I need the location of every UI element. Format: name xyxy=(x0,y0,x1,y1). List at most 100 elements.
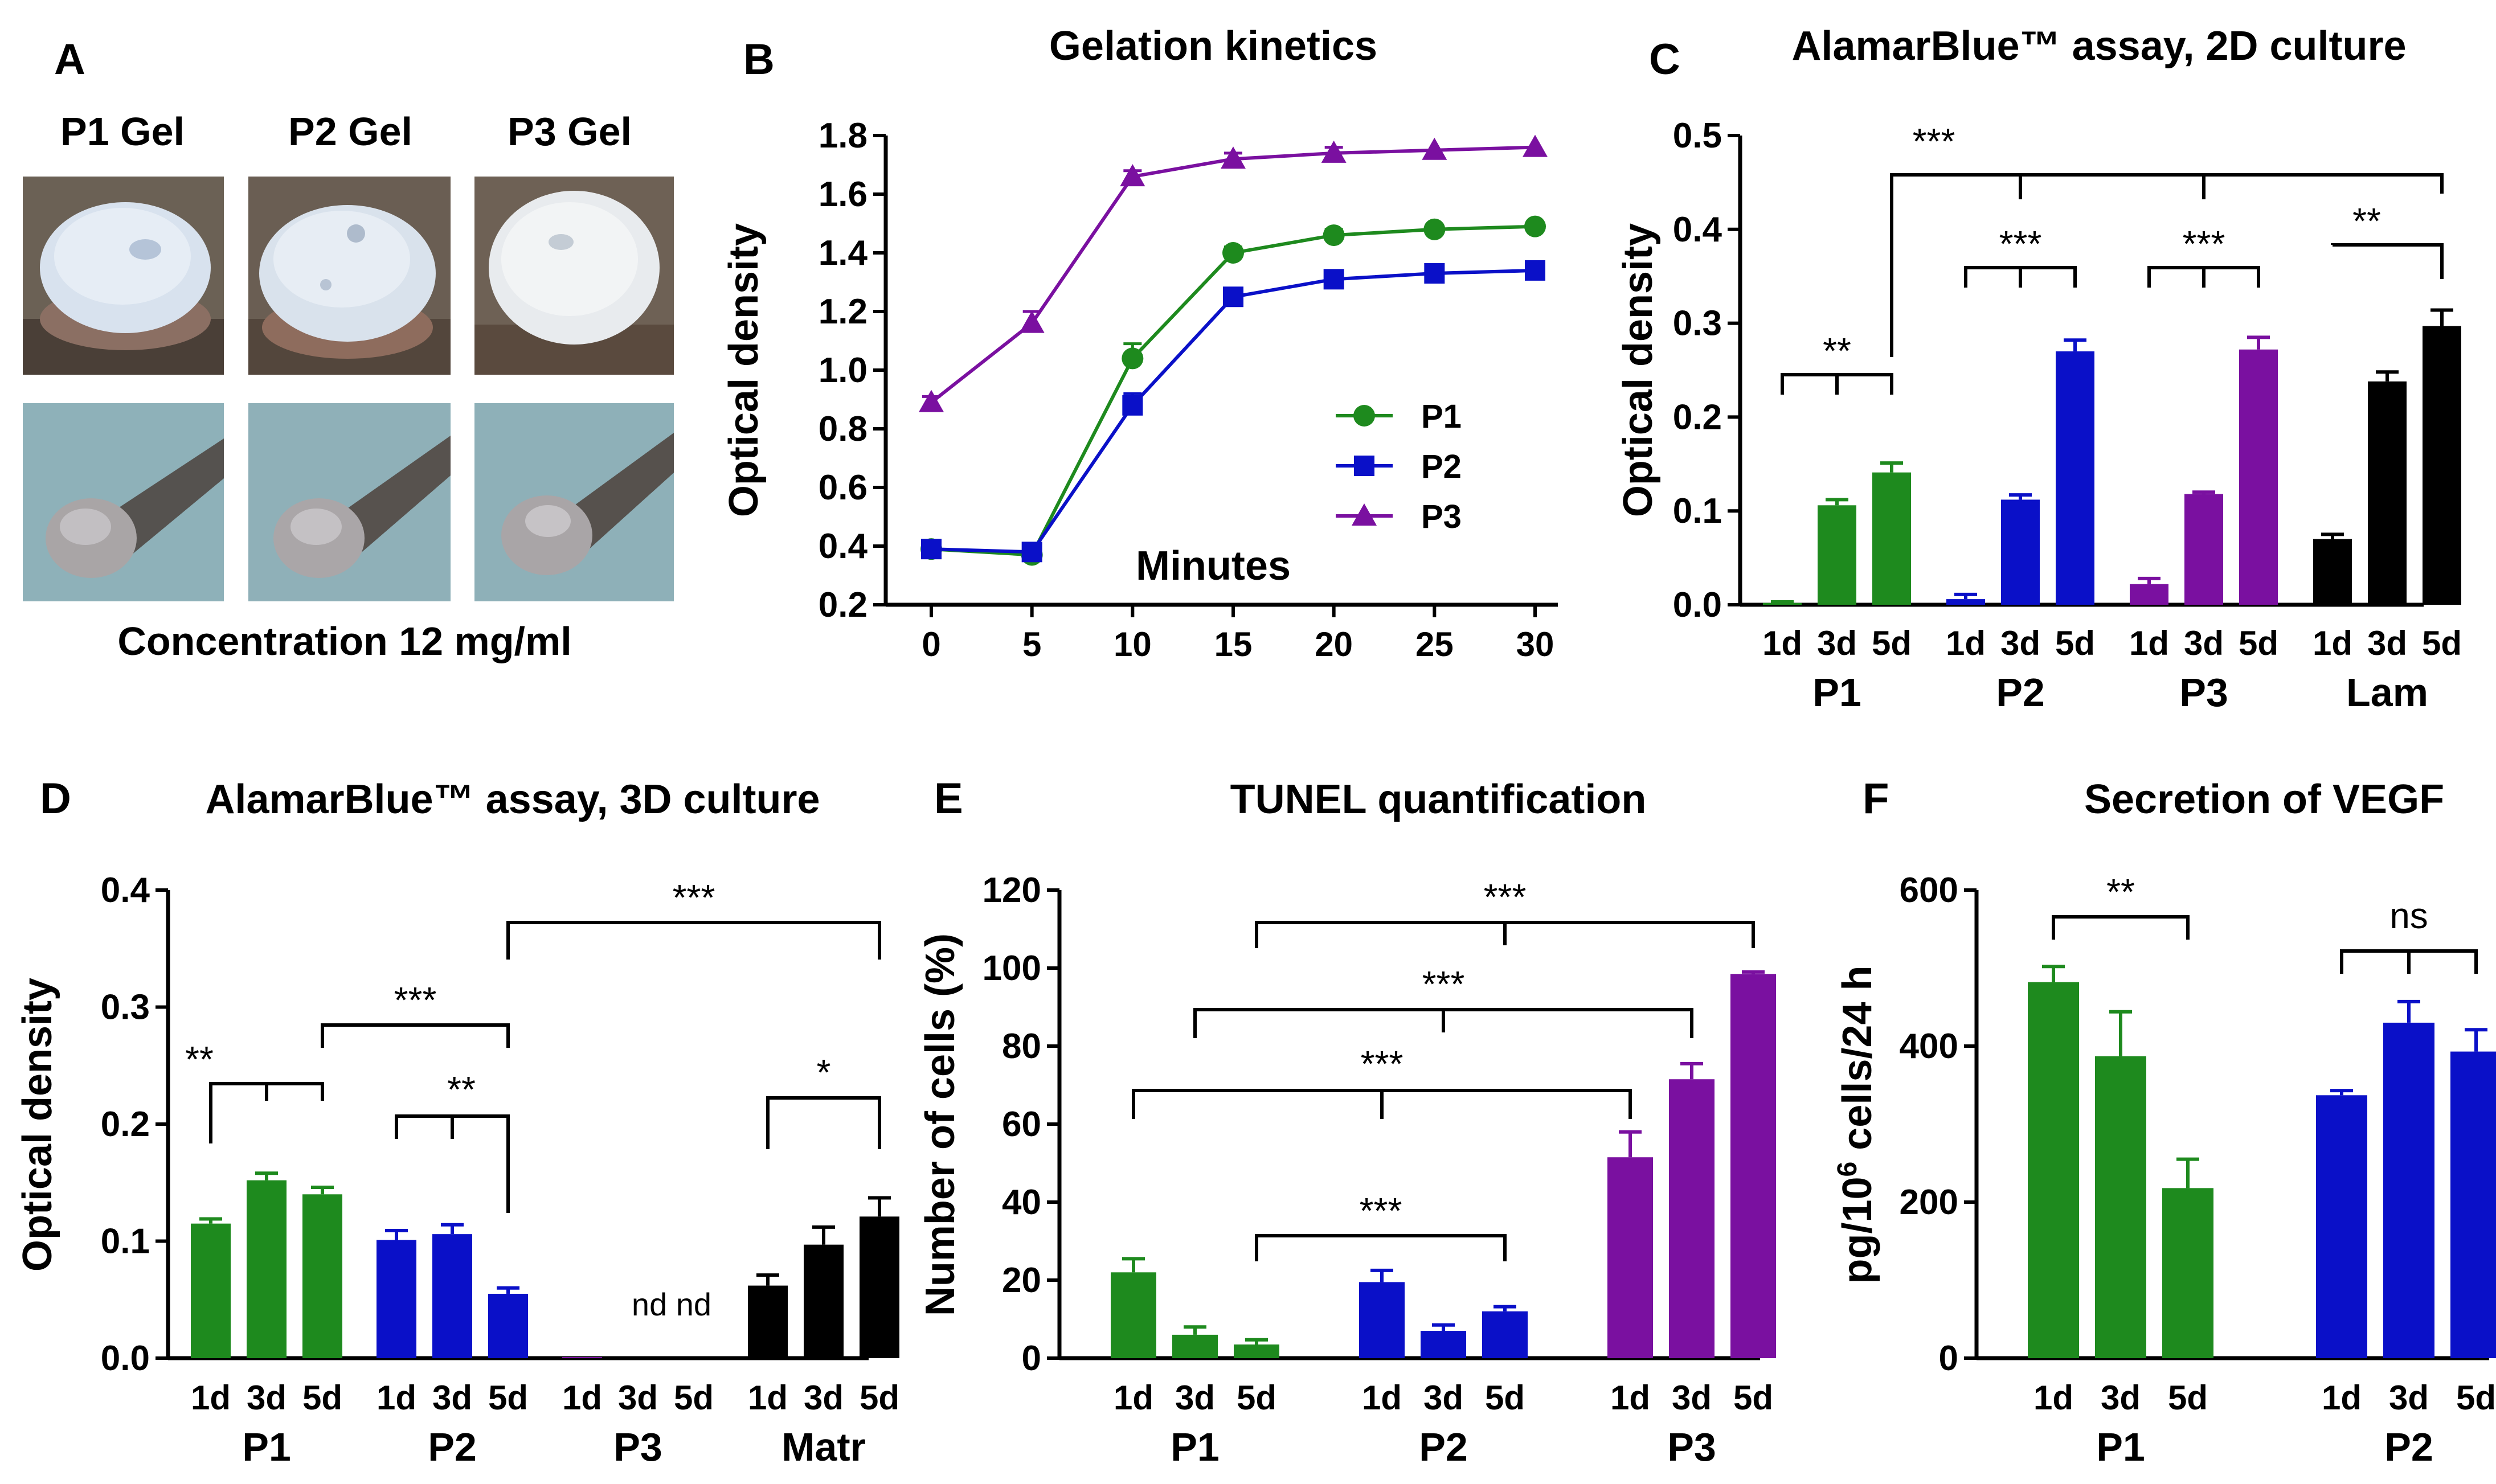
panel-c-y-tick-label: 0.5 xyxy=(1673,116,1722,155)
panel-c-group-label: P2 xyxy=(1996,670,2045,715)
panel-c-x-tick-label: 3d xyxy=(2184,624,2224,662)
panel-c-y-tick-label: 0.3 xyxy=(1673,304,1722,343)
panel-b-series-p3: P3 xyxy=(919,134,1548,535)
panel-b-point-p3 xyxy=(1221,146,1246,169)
panel-f-group-label: P1 xyxy=(2096,1425,2145,1469)
panel-e-y-tick-label: 20 xyxy=(1002,1261,1041,1300)
panel-d-bar-matr-3d xyxy=(804,1244,844,1358)
panel-e-bar-p3-5d xyxy=(1730,974,1776,1358)
panel-d-bar-p2-5d xyxy=(488,1293,528,1358)
panel-e-bar-p3-3d xyxy=(1669,1079,1715,1358)
panel-d-x-tick-label: 1d xyxy=(748,1379,788,1417)
panel-d-bar-p1-1d xyxy=(191,1223,231,1358)
panel-d-y-axis-label: Optical density xyxy=(15,978,60,1272)
panel-d-x-tick-label: 3d xyxy=(432,1379,472,1417)
panel-e-sig-3d-label: *** xyxy=(1422,964,1465,1005)
panel-d-x-tick-label: 5d xyxy=(302,1379,342,1417)
panel-e-group-label: P2 xyxy=(1419,1425,1468,1469)
panel-d-group-label: Matr xyxy=(781,1425,866,1469)
panel-b-legend-marker xyxy=(1354,456,1374,476)
panel-d-group-label: P2 xyxy=(428,1425,477,1469)
panel-d-bar-p1-3d xyxy=(247,1180,287,1358)
panel-f-y-tick-label: 0 xyxy=(1939,1339,1958,1378)
panel-a-label: A xyxy=(54,35,85,84)
panel-b-point-p3 xyxy=(919,390,944,412)
gel-concentration-caption: Concentration 12 mg/ml xyxy=(117,619,571,663)
panel-c-bar-lam-3d xyxy=(2368,381,2407,605)
panel-b-legend-marker xyxy=(1353,405,1375,427)
panel-c-bar-p1-1d xyxy=(1763,602,1802,605)
panel-b-x-tick-label: 20 xyxy=(1315,625,1353,663)
panel-b-y-tick-label: 1.8 xyxy=(819,116,868,155)
panel-f-y-tick-label: 200 xyxy=(1900,1183,1958,1222)
panel-b-x-tick-label: 10 xyxy=(1114,625,1152,663)
panel-d-bar-p2-1d xyxy=(377,1240,416,1358)
panel-d-bar-p1-5d xyxy=(302,1194,342,1358)
panel-b-point-p2 xyxy=(1525,260,1545,281)
panel-d-group-label: P3 xyxy=(613,1425,662,1469)
panel-e-x-tick-label: 5d xyxy=(1733,1379,1773,1417)
panel-f-title: Secretion of VEGF xyxy=(2084,777,2444,822)
panel-e-x-tick-label: 3d xyxy=(1175,1379,1215,1417)
panel-d-y-tick-label: 0.0 xyxy=(101,1339,150,1378)
panel-c-bar-p1-5d xyxy=(1872,472,1911,605)
panel-e-bar-p2-5d xyxy=(1482,1311,1528,1358)
panel-d-bar-p2-3d xyxy=(432,1234,472,1358)
panel-c-y-tick-label: 0.0 xyxy=(1673,585,1722,625)
panel-b-legend-label: P1 xyxy=(1421,398,1462,435)
gel-photo-p3-bottom xyxy=(474,403,674,601)
panel-b-point-p1 xyxy=(1323,224,1345,247)
panel-b-x-tick-label: 5 xyxy=(1022,625,1041,663)
panel-f-x-tick-label: 3d xyxy=(2101,1379,2141,1417)
panel-b-point-p1 xyxy=(1122,347,1144,370)
panel-d-sig-p2-label: ** xyxy=(447,1069,476,1110)
panel-e-y-axis-label: Number of cells (%) xyxy=(918,933,963,1316)
panel-f-bar-p1-1d xyxy=(2028,982,2079,1358)
panel-d-group-label: P1 xyxy=(242,1425,291,1469)
panel-b-point-p3 xyxy=(1019,310,1045,333)
panel-e-y-tick-label: 60 xyxy=(1002,1105,1041,1144)
panel-c-bar-p2-5d xyxy=(2056,351,2094,605)
panel-d: 0.0 0.1 0.2 0.3 0.4 1d 3d 5d P1 1d 3d 5d P2 1d 3d 5d P3 1… xyxy=(15,774,899,1469)
panel-c-x-tick-label: 1d xyxy=(2313,624,2352,662)
panel-c-x-tick-label: 5d xyxy=(2055,624,2095,662)
panel-b-x-tick-label: 0 xyxy=(922,625,940,663)
panel-e-y-tick-label: 100 xyxy=(983,949,1041,988)
panel-e-y-tick-label: 80 xyxy=(1002,1027,1041,1066)
panel-b-x-tick-label: 30 xyxy=(1516,625,1554,663)
panel-c-bar-p3-5d xyxy=(2239,349,2278,605)
panel-b-label: B xyxy=(743,35,775,84)
panel-d-x-tick-label: 3d xyxy=(247,1379,287,1417)
panel-e-title: TUNEL quantification xyxy=(1230,777,1647,822)
panel-c-x-tick-label: 3d xyxy=(2367,624,2407,662)
panel-f-label: F xyxy=(1863,774,1889,823)
gel-label-p1: P1 Gel xyxy=(60,109,185,154)
panel-c-sig-p2-label: *** xyxy=(1999,223,2042,264)
panel-b-y-tick-label: 1.6 xyxy=(819,175,868,214)
panel-d-bar-matr-5d xyxy=(860,1216,899,1358)
panel-f-y-axis-label-part: pg/10 xyxy=(1835,1176,1880,1284)
panel-e-x-tick-label: 5d xyxy=(1237,1379,1276,1417)
panel-d-x-tick-label: 5d xyxy=(860,1379,899,1417)
panel-c-x-tick-label: 3d xyxy=(2000,624,2040,662)
panel-c-x-tick-label: 5d xyxy=(1872,624,1912,662)
panel-b-point-p1 xyxy=(1423,218,1446,240)
panel-b-point-p2 xyxy=(1021,542,1042,563)
panel-f-x-tick-label: 1d xyxy=(2322,1379,2362,1417)
panel-c-y-tick-label: 0.2 xyxy=(1673,397,1722,437)
panel-f-bar-p1-3d xyxy=(2095,1056,2146,1358)
panel-b-title: Gelation kinetics xyxy=(1049,23,1377,69)
panel-d-y-tick-label: 0.3 xyxy=(101,988,150,1027)
panel-d-sig-p1-label: ** xyxy=(185,1039,214,1080)
panel-b-y-tick-label: 1.2 xyxy=(819,292,868,331)
panel-f-y-axis-label: pg/106 cells/24 h xyxy=(1832,966,1880,1284)
panel-c: 0.0 0.1 0.2 0.3 0.4 0.5 1d 3d 5d P1 1d 3d 5d P2 1d 3d 5d… xyxy=(1615,23,2462,715)
panel-c-sig-p3-label: *** xyxy=(2183,223,2225,264)
panel-f-x-tick-label: 3d xyxy=(2389,1379,2429,1417)
panel-f-x-tick-label: 1d xyxy=(2033,1379,2073,1417)
panel-f-y-axis-label-part: cells/24 h xyxy=(1835,966,1880,1162)
panel-c-y-axis-label: Optical density xyxy=(1615,223,1661,517)
panel-a: A P1 Gel P2 Gel P3 Gel xyxy=(23,35,674,663)
gel-photo-p3-top xyxy=(474,177,674,375)
panel-b-y-tick-label: 0.4 xyxy=(819,527,868,566)
